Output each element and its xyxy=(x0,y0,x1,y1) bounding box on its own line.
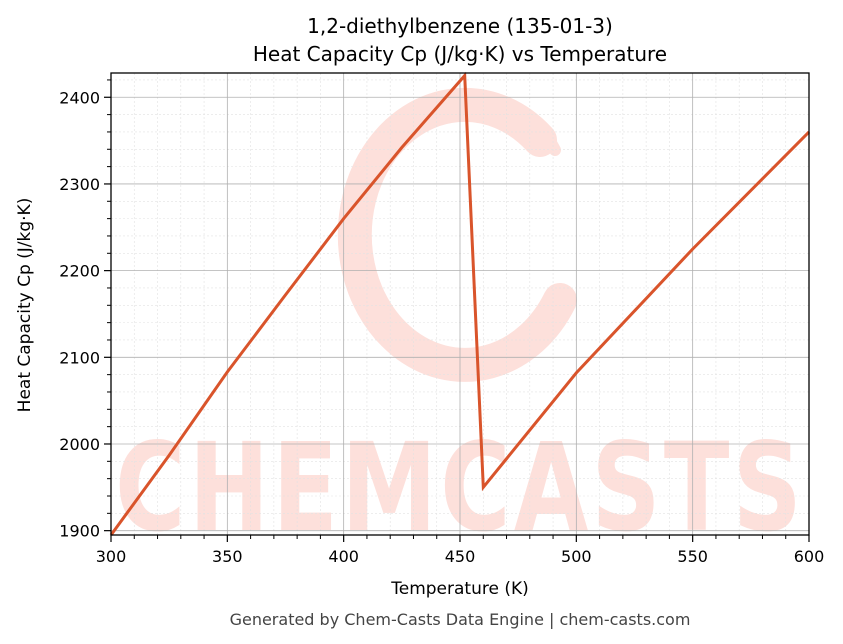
chart-subtitle: Heat Capacity Cp (J/kg·K) vs Temperature xyxy=(253,42,667,66)
x-tick-label: 600 xyxy=(794,547,825,566)
series-line xyxy=(109,71,811,536)
y-tick-label: 2200 xyxy=(59,262,100,281)
major-grid xyxy=(110,73,810,535)
y-tick-label: 1900 xyxy=(59,522,100,541)
watermark-logo-icon xyxy=(337,87,577,382)
y-tick-label: 2000 xyxy=(59,435,100,454)
y-axis-ticks: 1900 2000 2100 2200 2300 2400 xyxy=(59,79,111,541)
y-tick-label: 2400 xyxy=(59,88,100,107)
x-axis-ticks: 300 350 400 450 500 550 600 xyxy=(96,535,825,566)
plot-series xyxy=(109,71,811,536)
y-tick-label: 2100 xyxy=(59,348,100,367)
footer-credit: Generated by Chem-Casts Data Engine | ch… xyxy=(230,610,691,629)
x-tick-label: 400 xyxy=(328,547,359,566)
x-tick-label: 300 xyxy=(96,547,127,566)
y-tick-label: 2300 xyxy=(59,175,100,194)
x-tick-label: 500 xyxy=(561,547,592,566)
x-tick-label: 450 xyxy=(445,547,476,566)
x-tick-label: 550 xyxy=(677,547,708,566)
x-tick-label: 350 xyxy=(212,547,243,566)
y-axis-label: Heat Capacity Cp (J/kg·K) xyxy=(15,198,35,413)
x-axis-label: Temperature (K) xyxy=(390,579,529,599)
chart-title: 1,2-diethylbenzene (135-01-3) xyxy=(307,14,613,38)
